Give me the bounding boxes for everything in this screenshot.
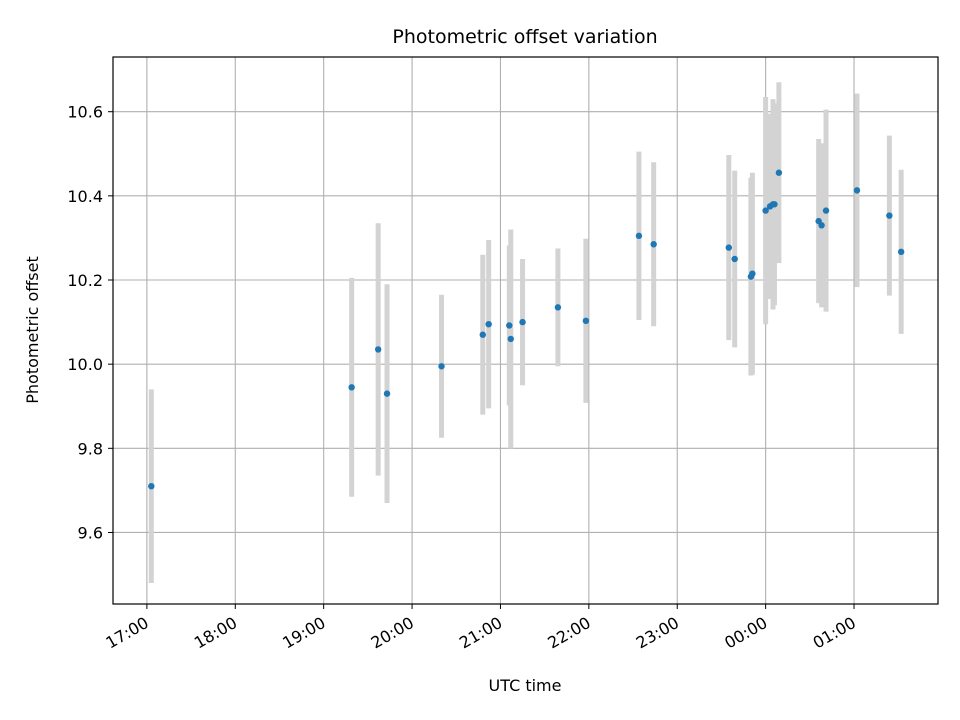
data-point — [749, 270, 756, 277]
data-point — [731, 255, 738, 263]
x-tick-label: 01:00 — [810, 613, 859, 653]
y-axis: 9.6 9.8 10.0 10.2 10.4 10.6 — [67, 103, 113, 542]
data-point — [148, 482, 155, 490]
data-point — [374, 346, 382, 353]
data-point — [650, 241, 657, 248]
data-point — [383, 390, 391, 397]
data-point — [762, 207, 769, 214]
data-points — [148, 169, 905, 490]
data-point — [853, 187, 861, 194]
x-tick-label: 23:00 — [633, 613, 682, 653]
data-point — [775, 169, 783, 176]
data-point — [818, 222, 825, 229]
y-tick-label: 10.6 — [67, 103, 103, 122]
x-axis-label: UTC time — [489, 676, 562, 695]
plot-frame — [112, 56, 939, 605]
x-tick-label: 21:00 — [456, 613, 505, 653]
grid — [113, 57, 938, 604]
data-point — [554, 304, 562, 311]
y-axis-label: Photometric offset — [23, 256, 42, 404]
errorbars — [148, 82, 904, 583]
data-point — [348, 384, 355, 391]
data-point — [485, 320, 492, 328]
data-point — [506, 322, 513, 329]
x-tick-label: 22:00 — [544, 613, 593, 653]
x-tick-label: 00:00 — [721, 613, 770, 653]
x-tick-label: 18:00 — [191, 613, 240, 653]
x-tick-label: 19:00 — [279, 613, 328, 653]
data-point — [519, 318, 526, 326]
chart-title: Photometric offset variation — [392, 26, 657, 48]
y-tick-label: 10.2 — [67, 271, 103, 290]
y-tick-label: 9.8 — [78, 439, 103, 458]
x-tick-label: 20:00 — [368, 613, 417, 653]
data-point — [635, 232, 643, 240]
y-tick-label: 9.6 — [78, 523, 103, 542]
data-point — [507, 335, 514, 343]
data-point — [771, 201, 778, 208]
x-axis: 17:00 18:00 19:00 20:00 21:00 22:00 23:00 00:00… — [102, 604, 859, 653]
y-tick-label: 10.4 — [67, 187, 103, 206]
y-tick-label: 10.0 — [67, 355, 103, 374]
data-point — [479, 331, 486, 338]
data-point — [886, 212, 893, 219]
data-point — [822, 207, 830, 214]
data-point — [438, 363, 445, 370]
data-point — [725, 244, 733, 251]
x-tick-label: 17:00 — [102, 613, 151, 653]
data-point — [582, 317, 590, 325]
data-point — [897, 248, 905, 256]
